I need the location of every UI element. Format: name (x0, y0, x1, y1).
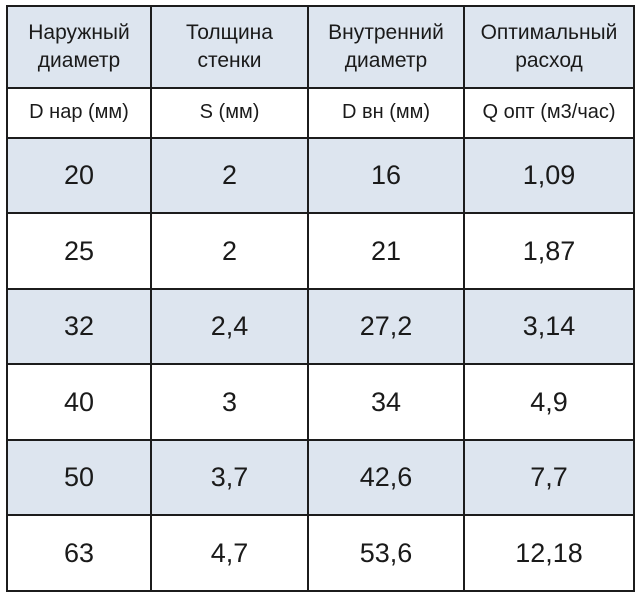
table-cell: 63 (6, 514, 152, 592)
table-row: 32 2,4 27,2 3,14 (6, 287, 635, 366)
table-cell: 34 (307, 363, 465, 441)
table-cell: 2 (150, 136, 309, 215)
table-row: 40 3 34 4,9 (6, 363, 635, 441)
units-row: D нар (мм) S (мм) D вн (мм) Q опт (м3/ча… (6, 87, 635, 139)
table-cell: 4,9 (463, 363, 635, 441)
unit-cell: S (мм) (150, 87, 309, 139)
table-cell: 50 (6, 438, 152, 517)
pipe-dimensions-table: Наружный диаметр Толщина стенки Внутренний… (6, 5, 635, 592)
header-optimal-flow: Оптимальный расход (463, 5, 635, 89)
table-cell: 42,6 (307, 438, 465, 517)
table-row: 25 2 21 1,87 (6, 212, 635, 290)
table-row: 63 4,7 53,6 12,18 (6, 514, 635, 592)
table-row: 50 3,7 42,6 7,7 (6, 438, 635, 517)
table-cell: 12,18 (463, 514, 635, 592)
table-cell: 21 (307, 212, 465, 290)
table-cell: 25 (6, 212, 152, 290)
table-row: 20 2 16 1,09 (6, 136, 635, 215)
table-cell: 3,14 (463, 287, 635, 366)
table-cell: 32 (6, 287, 152, 366)
header-wall-thickness: Толщина стенки (150, 5, 309, 89)
table-cell: 2,4 (150, 287, 309, 366)
table-cell: 4,7 (150, 514, 309, 592)
table-cell: 1,87 (463, 212, 635, 290)
table-cell: 2 (150, 212, 309, 290)
unit-cell: D вн (мм) (307, 87, 465, 139)
table-cell: 7,7 (463, 438, 635, 517)
table-cell: 20 (6, 136, 152, 215)
table-cell: 27,2 (307, 287, 465, 366)
table-cell: 16 (307, 136, 465, 215)
table-cell: 3 (150, 363, 309, 441)
header-row: Наружный диаметр Толщина стенки Внутренний… (6, 5, 635, 89)
unit-cell: D нар (мм) (6, 87, 152, 139)
table-cell: 53,6 (307, 514, 465, 592)
unit-cell: Q опт (м3/час) (463, 87, 635, 139)
header-outer-diameter: Наружный диаметр (6, 5, 152, 89)
table-cell: 40 (6, 363, 152, 441)
header-inner-diameter: Внутренний диаметр (307, 5, 465, 89)
table-cell: 3,7 (150, 438, 309, 517)
table-cell: 1,09 (463, 136, 635, 215)
